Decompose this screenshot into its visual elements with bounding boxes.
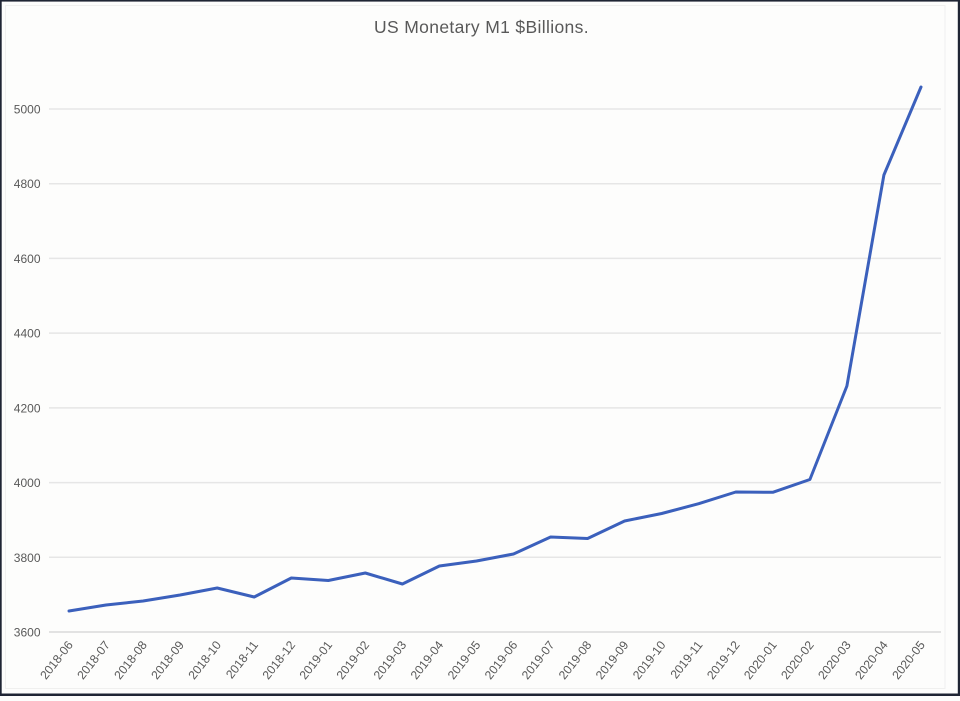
svg-text:2019-06: 2019-06 bbox=[482, 638, 521, 682]
svg-text:2019-04: 2019-04 bbox=[408, 638, 447, 682]
svg-text:2019-08: 2019-08 bbox=[556, 638, 595, 682]
svg-text:3800: 3800 bbox=[14, 551, 41, 565]
svg-text:2019-01: 2019-01 bbox=[297, 638, 336, 682]
svg-text:2019-12: 2019-12 bbox=[704, 638, 743, 682]
svg-text:2018-12: 2018-12 bbox=[260, 638, 299, 682]
svg-text:4000: 4000 bbox=[14, 476, 41, 490]
svg-text:2020-04: 2020-04 bbox=[852, 638, 891, 682]
svg-text:2018-11: 2018-11 bbox=[223, 638, 261, 681]
svg-text:4400: 4400 bbox=[14, 327, 41, 341]
svg-text:5000: 5000 bbox=[14, 103, 41, 117]
svg-text:2019-03: 2019-03 bbox=[371, 638, 410, 682]
svg-text:4200: 4200 bbox=[14, 401, 41, 415]
svg-text:4800: 4800 bbox=[14, 177, 41, 191]
svg-text:2018-06: 2018-06 bbox=[37, 638, 76, 682]
svg-text:2018-10: 2018-10 bbox=[185, 638, 224, 682]
svg-text:2020-03: 2020-03 bbox=[815, 638, 854, 682]
svg-text:2019-09: 2019-09 bbox=[593, 638, 632, 682]
svg-text:2019-02: 2019-02 bbox=[334, 638, 373, 682]
svg-text:2020-02: 2020-02 bbox=[778, 638, 817, 682]
svg-text:2020-05: 2020-05 bbox=[889, 638, 928, 682]
svg-text:3600: 3600 bbox=[14, 626, 41, 640]
svg-text:2020-01: 2020-01 bbox=[741, 638, 780, 682]
svg-text:2018-07: 2018-07 bbox=[74, 638, 113, 682]
svg-text:2018-09: 2018-09 bbox=[148, 638, 187, 682]
svg-text:4600: 4600 bbox=[14, 252, 41, 266]
svg-text:US Monetary M1 $Billions.: US Monetary M1 $Billions. bbox=[374, 17, 589, 37]
svg-text:2019-11: 2019-11 bbox=[668, 638, 706, 681]
svg-text:2019-05: 2019-05 bbox=[445, 638, 484, 682]
svg-text:2019-07: 2019-07 bbox=[519, 638, 558, 682]
svg-text:2019-10: 2019-10 bbox=[630, 638, 669, 682]
svg-text:2018-08: 2018-08 bbox=[111, 638, 150, 682]
